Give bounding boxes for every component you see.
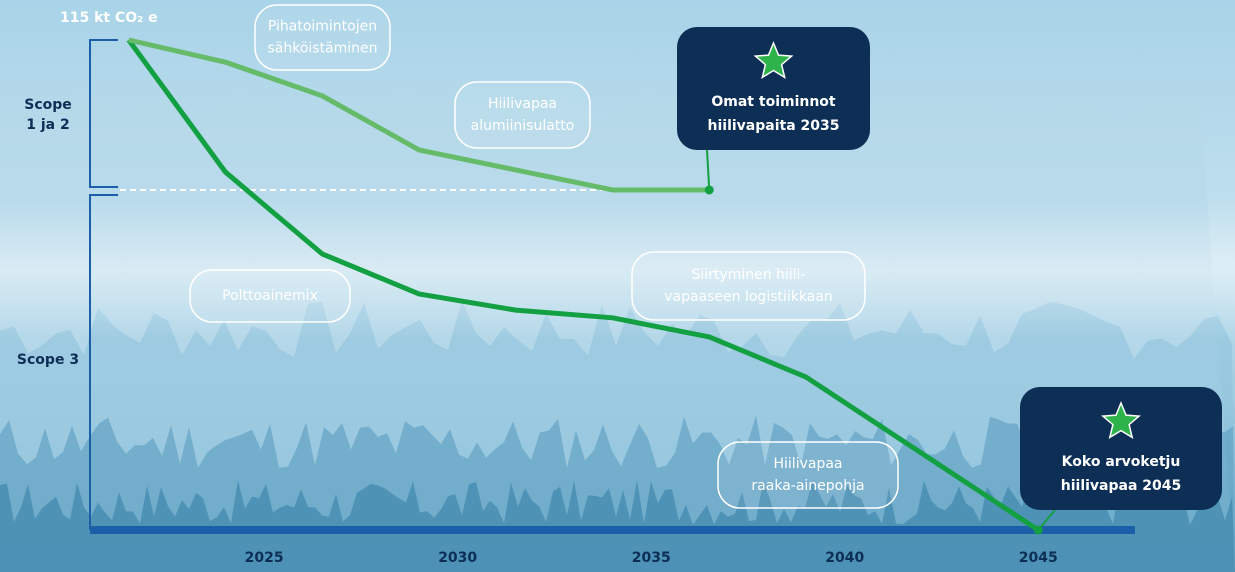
annotation-text: Siirtyminen hiili-vapaaseen logistiikkaa… <box>664 267 833 305</box>
annotation-line: Pihatoimintojen <box>268 19 377 35</box>
annotation-line: sähköistäminen <box>267 41 377 57</box>
annotation-line: Siirtyminen hiili- <box>691 267 805 283</box>
annotation-line: raaka-ainepohja <box>751 478 864 494</box>
star-icon <box>1101 401 1141 439</box>
callout-connector <box>1037 509 1056 531</box>
x-tick-label: 2045 <box>1019 550 1058 566</box>
annotation-text: Hiilivapaa alumiinisulatto <box>471 96 575 134</box>
callout-connector <box>706 149 711 191</box>
callout-box <box>1020 387 1222 510</box>
scope-bracket <box>89 193 118 530</box>
x-tick-label: 2030 <box>438 550 477 566</box>
annotation-line: Polttoainemix <box>222 288 318 304</box>
annotations: Pihatoimintojen sähköistäminen Hiilivapaa a… <box>189 4 1222 531</box>
annotation-bubble <box>189 269 351 323</box>
plot <box>126 37 1043 535</box>
annotation-bubble <box>631 251 866 321</box>
annotation-line: Hiilivapaa <box>774 456 843 472</box>
annotation-line: Hiilivapaa <box>488 96 557 112</box>
x-tick-label: 2040 <box>825 550 864 566</box>
x-tick-label: 2025 <box>245 550 284 566</box>
annotation-bubble <box>454 81 591 149</box>
callout-text: Koko arvoketju hiilivapaa 2045 <box>1061 454 1182 494</box>
chart-title: 115 kt CO₂ e <box>60 10 158 26</box>
scope-bracket <box>89 39 118 188</box>
annotation-bubble <box>717 441 899 509</box>
callout-line: Koko arvoketju <box>1062 454 1181 470</box>
scope-label: Scope 1 ja 2 <box>24 97 72 133</box>
callout-text: Omat toiminnot hiilivapaita 2035 <box>708 94 840 134</box>
annotation-text: Polttoainemix <box>222 288 318 304</box>
data-line <box>128 37 710 193</box>
scope-label-line: Scope 3 <box>17 352 79 368</box>
scope-label-line: Scope <box>24 97 72 113</box>
callout-box <box>677 27 870 150</box>
callout-line: hiilivapaa 2045 <box>1061 478 1182 494</box>
annotation-bubble <box>254 4 391 71</box>
star-icon <box>753 41 794 79</box>
axes: Scope 1 ja 2 Scope 3 2025 2030 2035 2040 2045 <box>17 39 1135 566</box>
callout-line: Omat toiminnot <box>711 94 836 110</box>
callout-line: hiilivapaita 2035 <box>708 118 840 134</box>
scope-label: Scope 3 <box>17 352 79 368</box>
annotation-line: alumiinisulatto <box>471 118 575 134</box>
annotation-text: Hiilivapaa raaka-ainepohja <box>751 456 864 494</box>
annotation-line: vapaaseen logistiikkaan <box>664 289 833 305</box>
scope-label-line: 1 ja 2 <box>26 117 69 133</box>
annotation-text: Pihatoimintojen sähköistäminen <box>267 19 377 57</box>
x-tick-label: 2035 <box>632 550 671 566</box>
data-line <box>126 38 1040 533</box>
